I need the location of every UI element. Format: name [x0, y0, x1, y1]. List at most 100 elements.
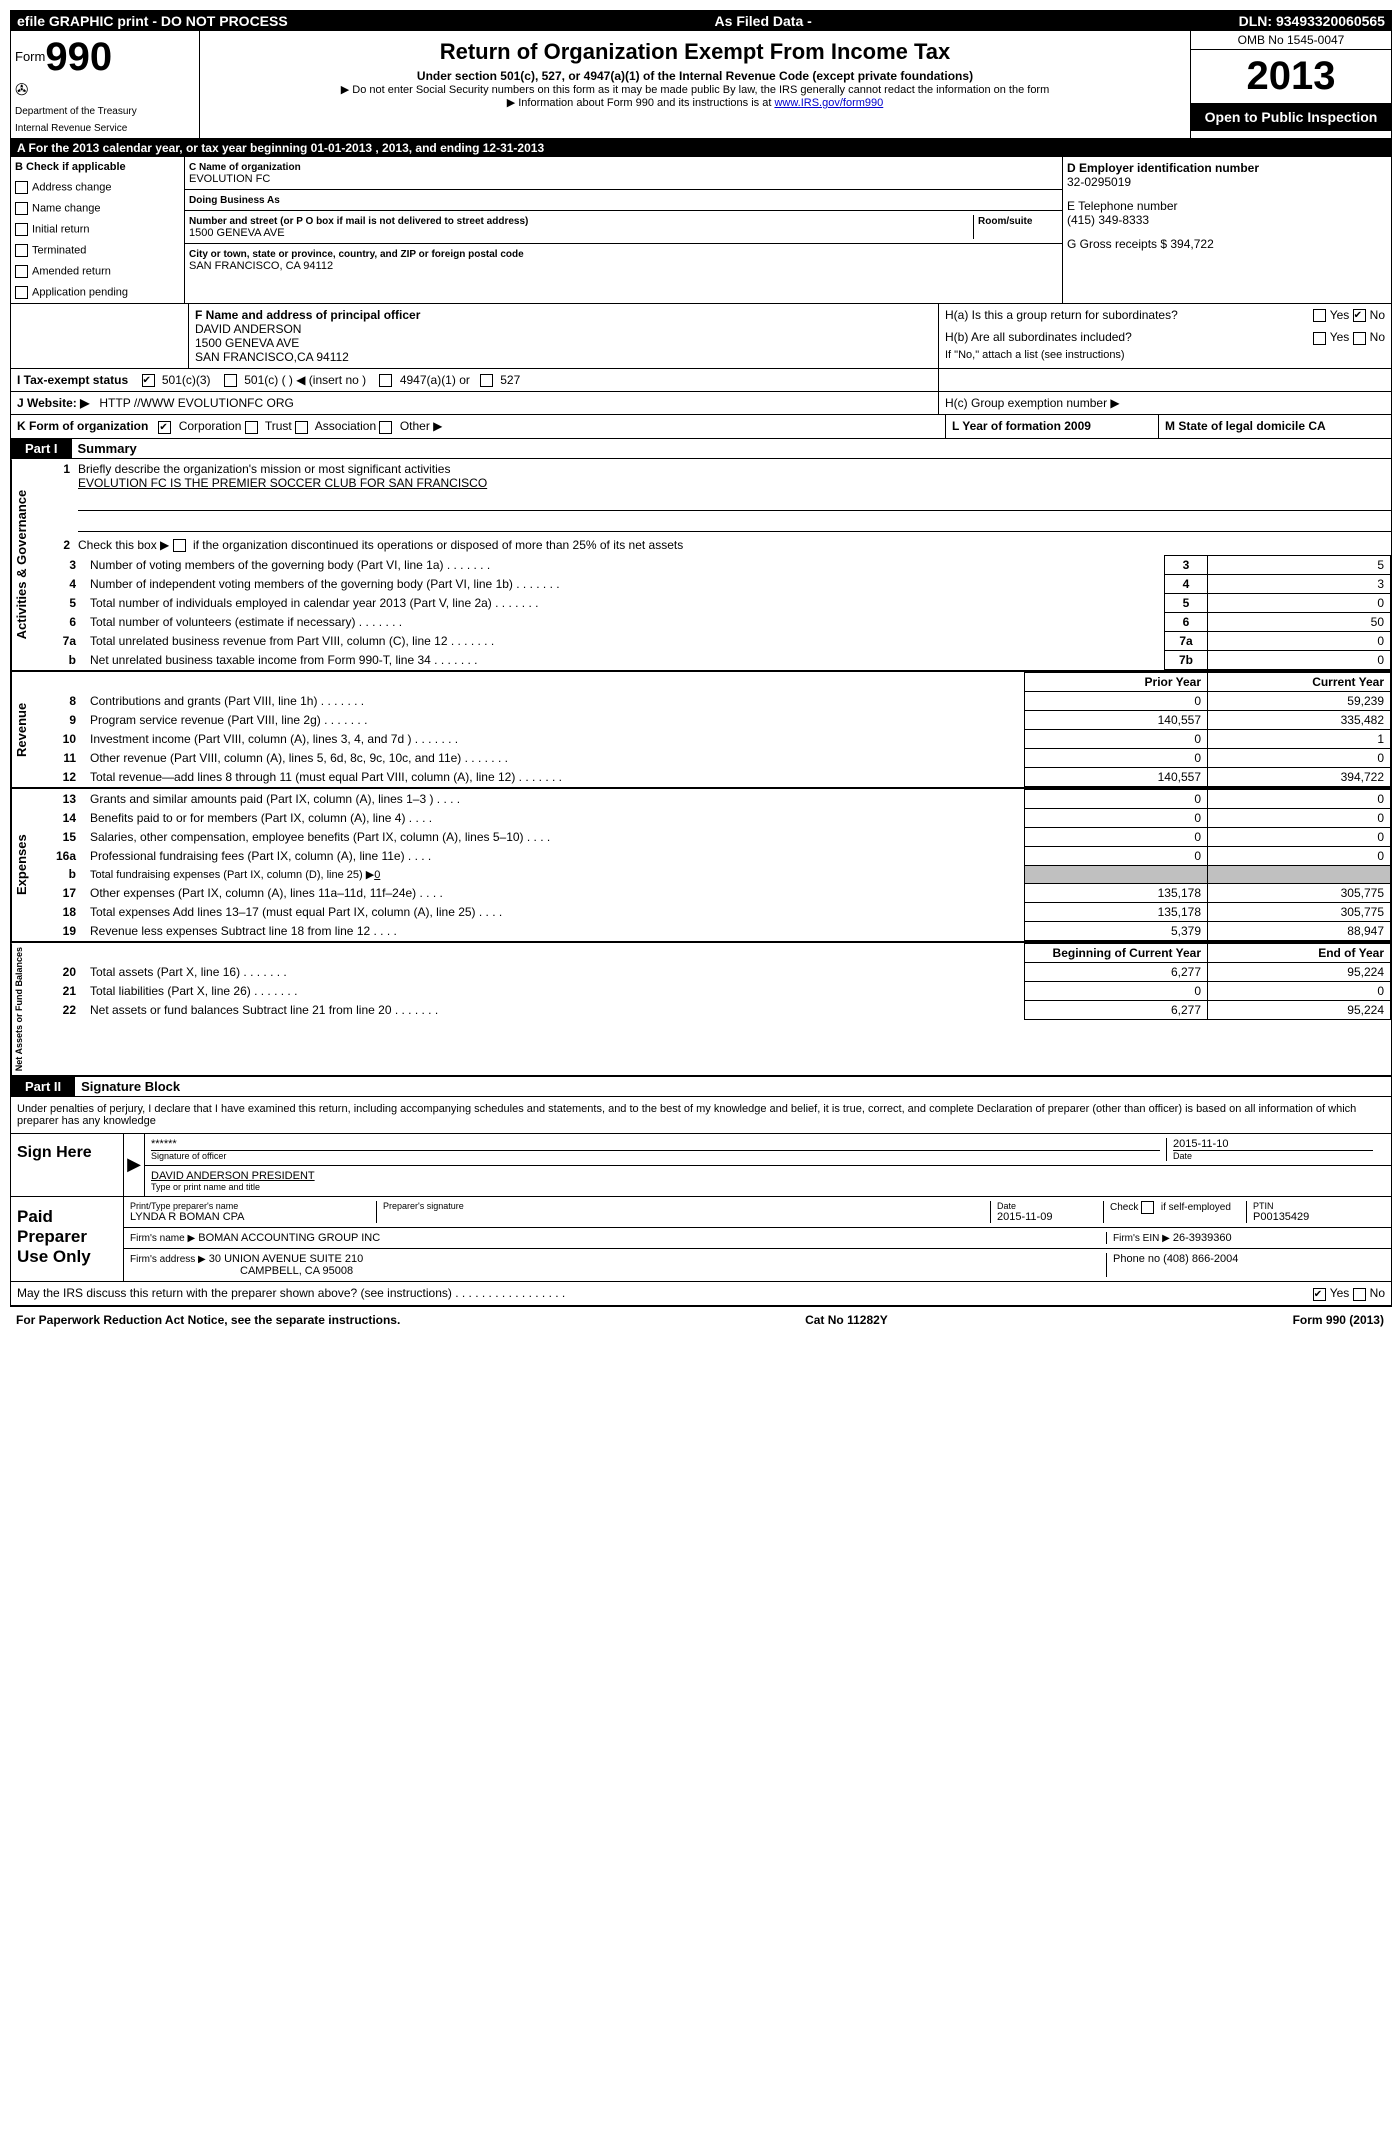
j-label: J Website: ▶: [17, 396, 89, 410]
header-left: Form990 ✇ Department of the Treasury Int…: [11, 31, 200, 138]
exp-row: 14Benefits paid to or for members (Part …: [40, 808, 1391, 827]
501c-checkbox[interactable]: [224, 374, 237, 387]
corp-checkbox[interactable]: [158, 421, 171, 434]
note-2-pre: ▶ Information about Form 990 and its ins…: [507, 97, 775, 109]
discontinued-checkbox[interactable]: [173, 539, 186, 552]
exp-row: 13Grants and similar amounts paid (Part …: [40, 789, 1391, 808]
net-table: Beginning of Current YearEnd of Year20To…: [40, 943, 1391, 1020]
hc-label: H(c) Group exemption number ▶: [938, 392, 1391, 414]
exp-row: 16aProfessional fundraising fees (Part I…: [40, 846, 1391, 865]
self-emp-checkbox[interactable]: [1141, 1201, 1154, 1214]
4947-checkbox[interactable]: [379, 374, 392, 387]
b-checkbox[interactable]: [15, 223, 28, 236]
rev-row: 11Other revenue (Part VIII, column (A), …: [40, 748, 1391, 767]
ha-label: H(a) Is this a group return for subordin…: [945, 308, 1178, 322]
footer-right: Form 990 (2013): [1293, 1313, 1384, 1327]
header-row: Form990 ✇ Department of the Treasury Int…: [11, 31, 1391, 139]
net-row: 22Net assets or fund balances Subtract l…: [40, 1000, 1391, 1019]
officer-addr2: SAN FRANCISCO,CA 94112: [195, 350, 932, 364]
row-i: I Tax-exempt status 501(c)(3) 501(c) ( )…: [11, 369, 1391, 392]
paid-label: Paid Preparer Use Only: [11, 1197, 124, 1281]
rev-label: Revenue: [11, 672, 40, 787]
top-left: efile GRAPHIC print - DO NOT PROCESS: [17, 13, 288, 29]
exp-row: 15Salaries, other compensation, employee…: [40, 827, 1391, 846]
sign-here-label: Sign Here: [11, 1134, 124, 1196]
dept-1: Department of the Treasury: [15, 106, 195, 117]
prep-sig-label: Preparer's signature: [383, 1201, 984, 1211]
exp-table: 13Grants and similar amounts paid (Part …: [40, 789, 1391, 941]
officer-name-title: DAVID ANDERSON PRESIDENT: [151, 1170, 1373, 1182]
discuss-yes-checkbox[interactable]: [1313, 1288, 1326, 1301]
gov-row: 5Total number of individuals employed in…: [40, 593, 1391, 612]
527-checkbox[interactable]: [480, 374, 493, 387]
section-c: C Name of organization EVOLUTION FC Doin…: [185, 157, 1063, 303]
line2-text: Check this box ▶: [78, 538, 169, 552]
b-checkbox[interactable]: [15, 202, 28, 215]
header-center: Return of Organization Exempt From Incom…: [200, 31, 1190, 138]
top-bar: efile GRAPHIC print - DO NOT PROCESS As …: [11, 11, 1391, 31]
b-checkbox[interactable]: [15, 265, 28, 278]
mission-text: EVOLUTION FC IS THE PREMIER SOCCER CLUB …: [78, 476, 487, 490]
footer-left: For Paperwork Reduction Act Notice, see …: [16, 1313, 400, 1327]
ptin-label: PTIN: [1253, 1201, 1373, 1211]
discuss-no-checkbox[interactable]: [1353, 1288, 1366, 1301]
discuss-row: May the IRS discuss this return with the…: [11, 1282, 1391, 1305]
sig-officer-label: Signature of officer: [151, 1150, 1160, 1161]
hb-no-checkbox[interactable]: [1353, 332, 1366, 345]
g-label: G Gross receipts $ 394,722: [1067, 237, 1387, 251]
section-d: D Employer identification number 32-0295…: [1063, 157, 1391, 303]
dept-2: Internal Revenue Service: [15, 123, 195, 134]
gov-row: 6Total number of volunteers (estimate if…: [40, 612, 1391, 631]
section-bcd: B Check if applicable Address changeName…: [11, 157, 1391, 304]
gov-row: 7aTotal unrelated business revenue from …: [40, 631, 1391, 650]
hb-note-2: [938, 369, 1391, 391]
trust-checkbox[interactable]: [245, 421, 258, 434]
net-section: Net Assets or Fund Balances Beginning of…: [11, 943, 1391, 1077]
hb-note: If "No," attach a list (see instructions…: [945, 349, 1385, 361]
net-row: 20Total assets (Part X, line 16) . . . .…: [40, 962, 1391, 981]
sig-date: 2015-11-10: [1173, 1138, 1373, 1150]
firm-addr-label: Firm's address ▶: [130, 1254, 206, 1265]
ha-yes-checkbox[interactable]: [1313, 309, 1326, 322]
b-checkbox[interactable]: [15, 286, 28, 299]
row-k: K Form of organization Corporation Trust…: [11, 415, 1391, 438]
perjury-text: Under penalties of perjury, I declare th…: [11, 1097, 1391, 1134]
exp-row: 17Other expenses (Part IX, column (A), l…: [40, 883, 1391, 902]
row-j: J Website: ▶ HTTP //WWW EVOLUTIONFC ORG …: [11, 392, 1391, 415]
501c3-checkbox[interactable]: [142, 374, 155, 387]
b-check-item: Initial return: [15, 223, 180, 236]
expense-section: Expenses 13Grants and similar amounts pa…: [11, 789, 1391, 943]
part-1-header: Part I Summary: [11, 439, 1391, 459]
b-check-item: Name change: [15, 202, 180, 215]
b-checkbox[interactable]: [15, 181, 28, 194]
firm-addr: 30 UNION AVENUE SUITE 210: [209, 1253, 363, 1265]
gov-row: bNet unrelated business taxable income f…: [40, 650, 1391, 669]
org-name-label: C Name of organization: [189, 162, 301, 173]
gov-row: 4Number of independent voting members of…: [40, 574, 1391, 593]
part-2-tab: Part II: [11, 1077, 75, 1096]
room-label: Room/suite: [978, 216, 1032, 227]
exp-row: 18Total expenses Add lines 13–17 (must e…: [40, 902, 1391, 921]
firm-ein: 26-3939360: [1173, 1232, 1232, 1244]
b-checkbox[interactable]: [15, 244, 28, 257]
org-name: EVOLUTION FC: [189, 173, 270, 185]
assoc-checkbox[interactable]: [295, 421, 308, 434]
form-number: 990: [45, 35, 112, 79]
net-row: 21Total liabilities (Part X, line 26) . …: [40, 981, 1391, 1000]
prep-date-label: Date: [997, 1201, 1097, 1211]
row-a: A For the 2013 calendar year, or tax yea…: [11, 139, 1391, 157]
exp-label: Expenses: [11, 789, 40, 941]
firm-name-label: Firm's name ▶: [130, 1233, 195, 1244]
l-label: L Year of formation 2009: [945, 415, 1158, 437]
discuss-text: May the IRS discuss this return with the…: [17, 1286, 452, 1300]
rev-table: Prior YearCurrent Year8Contributions and…: [40, 672, 1391, 787]
paid-preparer-row: Paid Preparer Use Only Print/Type prepar…: [11, 1197, 1391, 1282]
part-2-header: Part II Signature Block: [11, 1077, 1391, 1097]
other-checkbox[interactable]: [379, 421, 392, 434]
ha-no-checkbox[interactable]: [1353, 309, 1366, 322]
part-2-title: Signature Block: [75, 1077, 186, 1096]
revenue-section: Revenue Prior YearCurrent Year8Contribut…: [11, 672, 1391, 789]
hb-yes-checkbox[interactable]: [1313, 332, 1326, 345]
irs-link[interactable]: www.IRS.gov/form990: [774, 97, 883, 109]
officer-label: F Name and address of principal officer: [195, 308, 932, 322]
